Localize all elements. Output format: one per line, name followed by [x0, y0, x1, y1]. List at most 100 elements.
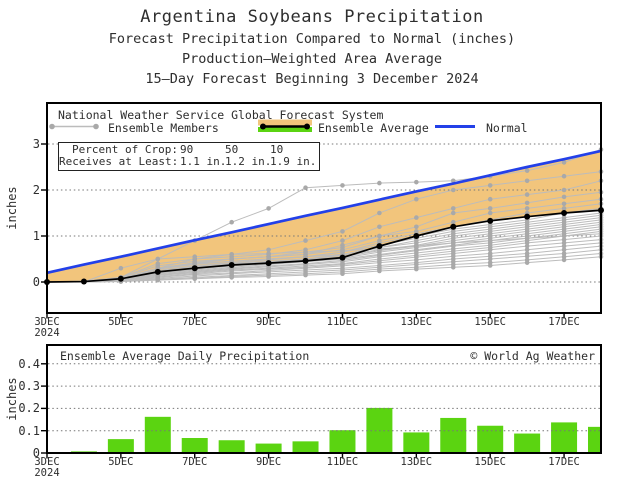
top-x-tick-label: 3DEC [34, 316, 60, 328]
ensemble-member-dot [450, 219, 456, 225]
ensemble-member-dot [561, 243, 567, 249]
ensemble-average-dot [376, 243, 383, 250]
ensemble-member-dot [414, 196, 419, 202]
ensemble-member-dot [524, 243, 530, 249]
ensemble-member-dot [561, 254, 567, 259]
ensemble-member-dot [229, 275, 234, 280]
bottom-x-tick-label: 5DEC [108, 456, 134, 468]
ensemble-member-dot [192, 276, 198, 282]
bottom-y-tick-label: 0.1 [18, 423, 40, 438]
ensemble-member-line [46, 239, 602, 283]
ensemble-member-dot [487, 256, 493, 262]
crop-percent-value: 50 [225, 143, 239, 156]
ensemble-member-dot [450, 240, 456, 246]
top-x-tick-label: 5DEC [108, 316, 134, 328]
ensemble-member-dot [487, 238, 493, 243]
legend-average-dot [260, 123, 266, 130]
ensemble-member-dot [155, 256, 161, 262]
bottom-x-tick-label: 15DEC [474, 456, 506, 468]
ensemble-average-dot [413, 233, 420, 239]
ensemble-member-dot [340, 238, 345, 243]
top-y-tick-label: 3 [32, 137, 40, 151]
ensemble-member-dot [561, 237, 567, 242]
daily-precip-bar [107, 439, 134, 453]
top-x-tick-label: 7DEC [182, 316, 208, 328]
ensemble-average-dot [450, 223, 457, 230]
ensemble-member-dot [524, 240, 530, 246]
ensemble-average-dot [265, 260, 272, 267]
ensemble-member-dot [414, 224, 419, 230]
ensemble-member-dot [229, 219, 234, 225]
crop-percent-row-label: Percent of Crop: [72, 143, 178, 156]
top-x-tick-label: 17DEC [548, 316, 580, 328]
daily-precip-bar [70, 451, 97, 453]
daily-precip-bar [514, 433, 541, 453]
ensemble-average-dot [154, 268, 161, 275]
top-y-tick-label: 1 [32, 229, 40, 243]
nws-source-label: National Weather Service Global Forecast… [58, 108, 384, 122]
ensemble-member-line [47, 149, 602, 283]
ensemble-member-dot [487, 206, 493, 211]
ensemble-member-dot [377, 180, 382, 186]
ensemble-member-dot [450, 206, 456, 211]
bottom-chart-border [46, 344, 602, 454]
daily-precip-bar [440, 417, 467, 453]
bottom-y-tick-label: 0.2 [18, 401, 40, 416]
bottom-x-tick-label: 3DEC [34, 456, 60, 468]
legend-average-dot [304, 123, 310, 130]
bottom-x-tick-label: 9DEC [255, 456, 282, 468]
ensemble-member-dot [561, 173, 567, 179]
ensemble-member-dot [524, 247, 530, 253]
top-x-tick-label: 13DEC [400, 316, 433, 328]
ensemble-average-dot [487, 217, 494, 224]
ensemble-member-dot [524, 236, 530, 241]
daily-precip-bar [181, 438, 208, 453]
ensemble-member-line [47, 180, 602, 283]
bottom-y-tick-label: 0.4 [18, 356, 40, 371]
ensemble-member-dot [524, 253, 530, 259]
legend-average-orange-band [258, 119, 312, 126]
bottom-x-tick-label: 13DEC [400, 456, 433, 468]
crop-amount-row-label: Receives at Least: [59, 155, 179, 168]
ensemble-member-dot [561, 233, 567, 239]
ensemble-member-dot [561, 240, 567, 246]
daily-precip-bar [588, 426, 600, 453]
ensemble-member-dot [524, 206, 530, 211]
ensemble-member-dot [192, 261, 198, 266]
bottom-x-tick-label: 11DEC [326, 456, 359, 468]
ensemble-average-dot [191, 265, 198, 272]
top-y-tick-label: 0 [32, 275, 40, 289]
ensemble-member-dot [450, 264, 456, 270]
ensemble-member-dot [414, 266, 419, 272]
ensemble-member-dot [303, 238, 308, 243]
ensemble-member-dot [561, 206, 567, 211]
ensemble-average-dot [561, 210, 568, 216]
ensemble-member-dot [561, 201, 567, 207]
ensemble-member-dot [155, 277, 161, 283]
ensemble-average-line [46, 209, 602, 283]
ensemble-member-dot [377, 224, 382, 230]
subtitle-area-average: Production–Weighted Area Average [181, 51, 443, 67]
ensemble-average-dot [80, 278, 87, 285]
normal-line [46, 149, 602, 275]
top-x-tick-label: 9DEC [255, 316, 282, 328]
ensemble-member-dot [450, 187, 456, 193]
top-x-tick-label: 11DEC [326, 316, 359, 328]
ensemble-member-dot [487, 247, 493, 253]
ensemble-member-dot [561, 247, 567, 253]
daily-chart-title: Ensemble Average Daily Precipitation [60, 349, 310, 363]
ensemble-member-dot [377, 210, 382, 216]
ensemble-member-dot [524, 260, 530, 265]
ensemble-member-dot [561, 257, 567, 263]
daily-precip-bar [551, 422, 578, 453]
top-chart-border [46, 102, 602, 314]
ensemble-member-dot [414, 243, 419, 249]
daily-precip-bar [144, 416, 171, 453]
ensemble-member-dot [192, 254, 198, 259]
ensemble-member-dot [377, 233, 382, 239]
ensemble-member-dot [524, 200, 530, 206]
top-x-tick-year-label: 2024 [34, 327, 60, 339]
ensemble-member-dot [561, 194, 567, 200]
